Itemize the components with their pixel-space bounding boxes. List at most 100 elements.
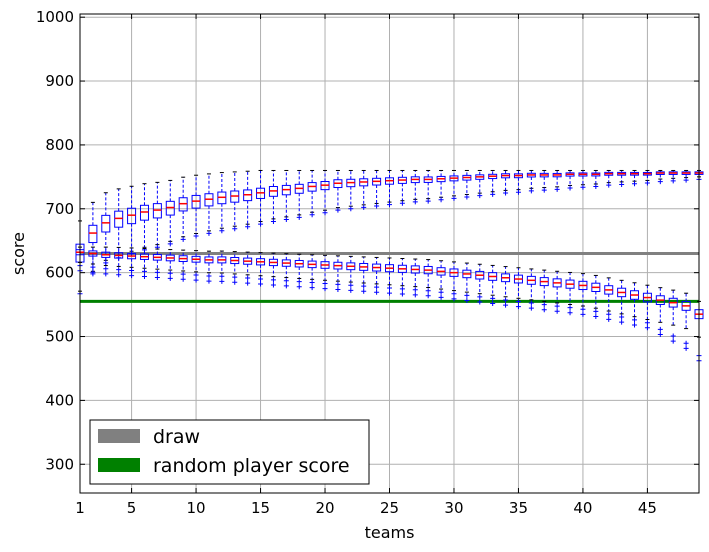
y-tick-label: 500 [45, 328, 74, 346]
outlier-marker [451, 195, 457, 201]
outlier-marker [219, 278, 225, 284]
outlier-marker [593, 314, 599, 320]
x-tick-label: 45 [638, 499, 657, 517]
outlier-marker [309, 212, 315, 218]
outlier-marker [683, 340, 689, 346]
outlier-marker [606, 316, 612, 322]
outlier-marker [477, 294, 483, 300]
x-axis-label: teams [365, 523, 415, 542]
lower-box [281, 253, 291, 289]
outlier-marker [670, 333, 676, 339]
outlier-marker [528, 305, 534, 311]
outlier-marker [477, 299, 483, 305]
outlier-marker [309, 280, 315, 286]
upper-box [642, 169, 652, 186]
lower-box [88, 246, 98, 275]
upper-box [294, 169, 304, 220]
outlier-marker [515, 189, 521, 195]
upper-box [526, 169, 536, 194]
outlier-marker [129, 273, 135, 279]
lower-box [268, 252, 278, 288]
upper-box [385, 169, 394, 208]
outlier-marker [425, 288, 431, 294]
outlier-marker [580, 184, 586, 190]
upper-box [191, 174, 201, 239]
outlier-marker [374, 203, 380, 209]
x-tick-label: 5 [127, 499, 137, 517]
upper-box [333, 169, 343, 213]
outlier-marker [335, 207, 341, 213]
outlier-marker [283, 278, 289, 284]
outlier-marker [270, 282, 276, 288]
lower-box [114, 246, 124, 278]
outlier-marker [322, 210, 328, 216]
upper-box [204, 173, 214, 236]
upper-box [681, 169, 691, 183]
lower-box [165, 249, 175, 281]
outlier-marker [554, 303, 560, 309]
y-tick-label: 600 [45, 264, 74, 282]
outlier-marker [206, 278, 212, 284]
x-tick-label: 1 [75, 499, 85, 517]
outlier-marker [683, 177, 689, 183]
outlier-marker [644, 180, 650, 186]
outlier-marker [154, 274, 160, 280]
outlier-marker [399, 200, 405, 206]
outlier-marker [361, 204, 367, 210]
upper-box [475, 169, 485, 199]
outlier-marker [283, 283, 289, 289]
outlier-marker [258, 221, 264, 227]
outlier-marker [670, 178, 676, 184]
lower-box [127, 247, 137, 279]
lower-box [617, 279, 627, 325]
outlier-marker [348, 206, 354, 212]
lower-box [436, 260, 446, 300]
outlier-marker [567, 305, 573, 311]
box-plots [75, 169, 704, 364]
outlier-marker [425, 198, 431, 204]
outlier-marker [322, 280, 328, 286]
outlier-marker [167, 241, 173, 247]
legend-swatch-draw [98, 429, 140, 443]
outlier-marker [348, 287, 354, 293]
outlier-marker [606, 182, 612, 188]
y-tick-label: 900 [45, 72, 74, 90]
legend-label-random-player-score: random player score [153, 455, 350, 477]
outlier-marker [632, 317, 638, 323]
outlier-marker [644, 325, 650, 331]
box [127, 207, 137, 225]
lower-box [449, 261, 459, 302]
outlier-marker [245, 275, 251, 281]
y-axis-label: score [9, 232, 28, 275]
upper-box [565, 169, 575, 191]
outlier-marker [296, 279, 302, 285]
lower-box [191, 250, 201, 283]
outlier-marker [490, 301, 496, 307]
outlier-marker [515, 299, 521, 305]
box [101, 214, 111, 233]
upper-box [488, 169, 498, 197]
y-tick-label: 800 [45, 136, 74, 154]
lower-box [101, 246, 111, 277]
outlier-marker [554, 308, 560, 314]
outlier-marker [167, 270, 173, 276]
lower-box [655, 287, 665, 337]
outlier-marker [193, 233, 199, 239]
outlier-marker [451, 291, 457, 297]
outlier-marker [245, 224, 251, 230]
outlier-marker [490, 191, 496, 197]
lower-box [681, 292, 691, 351]
outlier-marker [90, 264, 96, 270]
outlier-marker [141, 268, 147, 274]
lower-box [243, 251, 253, 286]
upper-box [372, 169, 382, 209]
upper-box [539, 169, 549, 193]
lower-box [552, 270, 562, 314]
x-tick-label: 35 [509, 499, 528, 517]
upper-box [178, 176, 188, 242]
outlier-marker [593, 184, 599, 190]
upper-box [449, 169, 459, 201]
outlier-marker [90, 269, 96, 275]
outlier-marker [258, 281, 264, 287]
